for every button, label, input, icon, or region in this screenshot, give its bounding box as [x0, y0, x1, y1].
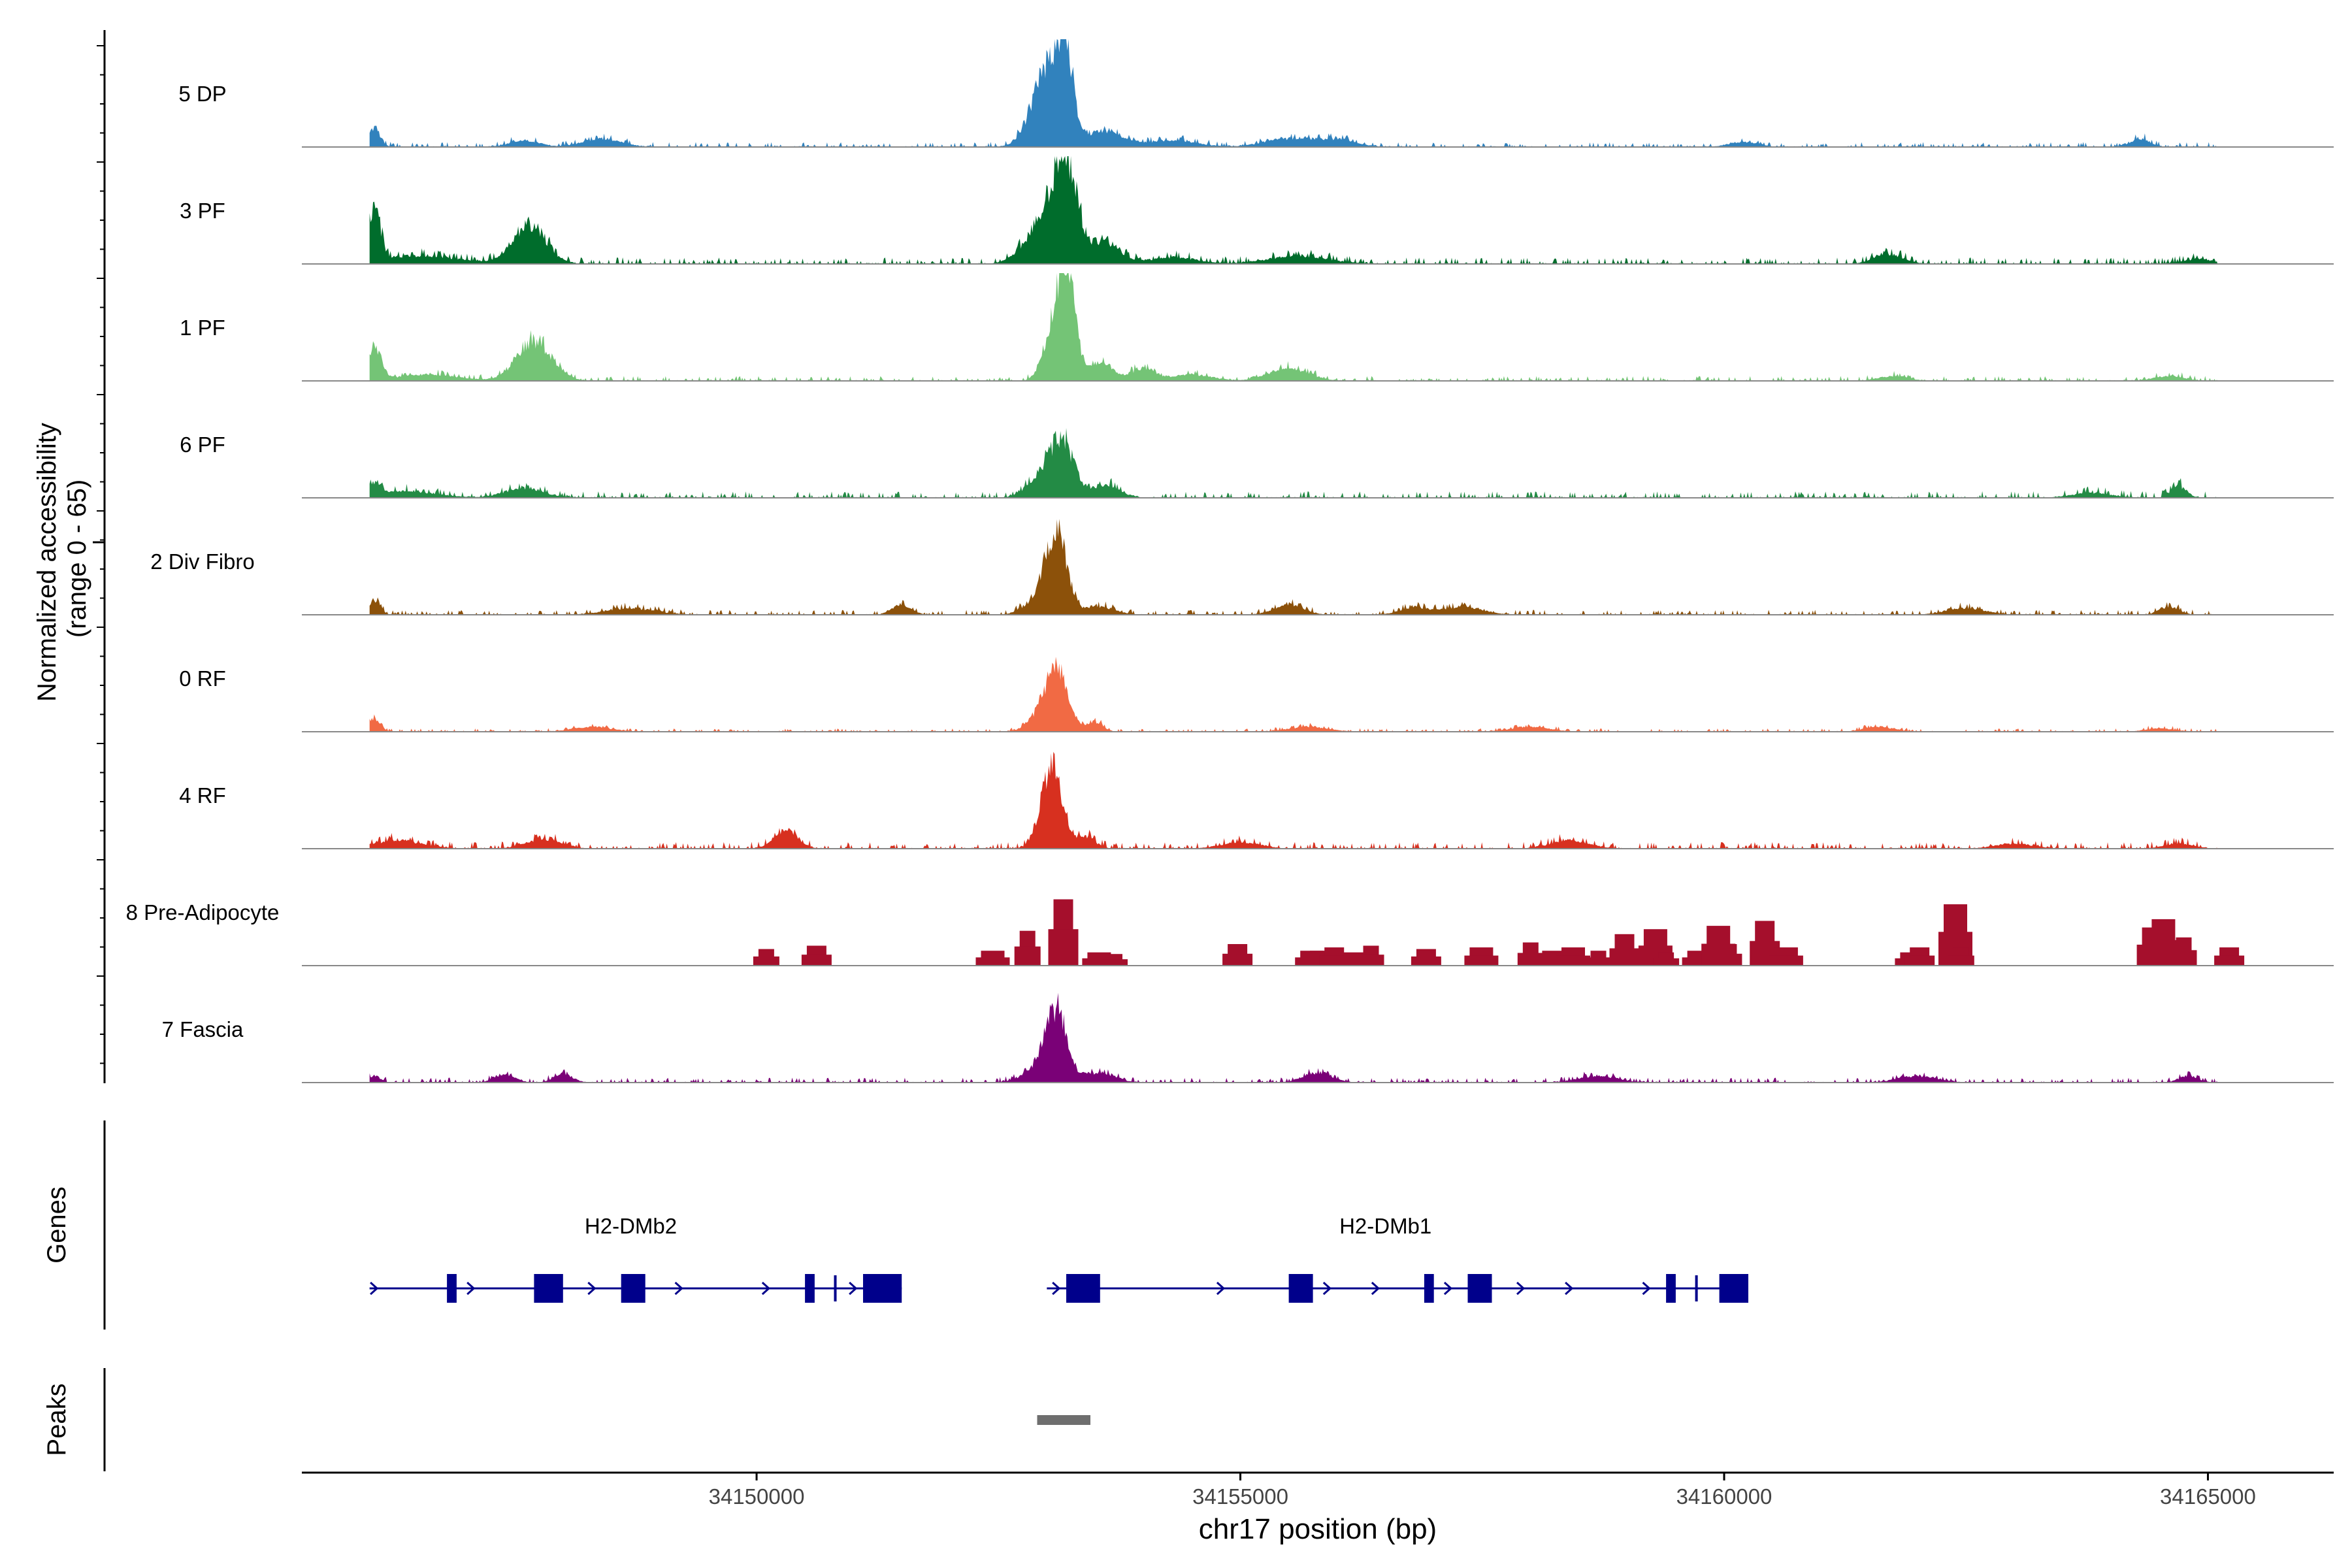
- y-axis-ticks: [93, 45, 105, 1064]
- coverage-area: [369, 39, 2218, 147]
- strand-arrow: [1052, 1281, 1061, 1296]
- coverage-block-shoulder: [1609, 948, 1640, 966]
- exon: [805, 1274, 815, 1303]
- exon: [1424, 1274, 1434, 1303]
- track-label: 2 Div Fibro: [150, 549, 255, 574]
- strand-arrow: [1642, 1281, 1651, 1296]
- strand-arrow: [1322, 1281, 1332, 1296]
- track-0-rf: [302, 657, 2334, 732]
- strand-arrow: [1371, 1281, 1380, 1296]
- coverage-block-shoulder: [753, 956, 779, 966]
- coverage-block-shoulder: [801, 955, 832, 966]
- x-axis-ticks: 34150000 34155000 34160000 34165000: [709, 1473, 2256, 1509]
- exon: [834, 1275, 837, 1301]
- gene-label: H2-DMb1: [1339, 1214, 1431, 1238]
- coverage-area: [369, 156, 2218, 264]
- track-1-pf: [302, 273, 2334, 382]
- x-tick-label: 34160000: [1676, 1484, 1772, 1509]
- y-axis-label: Normalized accessibility (range 0 - 65): [33, 416, 91, 702]
- coverage-block-shoulder: [1338, 958, 1373, 966]
- coverage-block-shoulder: [1082, 958, 1117, 966]
- exon: [1666, 1274, 1676, 1303]
- track-8-pre-adipocyte: [302, 899, 2334, 966]
- coverage-block-shoulder: [1716, 953, 1742, 966]
- coverage-block-shoulder: [1222, 953, 1253, 966]
- coverage-block-shoulder: [1585, 957, 1612, 966]
- coverage-block-shoulder: [1769, 955, 1803, 966]
- coverage-block-shoulder: [2170, 950, 2197, 966]
- gene-label: H2-DMb2: [585, 1214, 677, 1238]
- coverage-block-shoulder: [1556, 955, 1590, 966]
- strand-arrow: [587, 1281, 596, 1296]
- exon: [447, 1274, 457, 1303]
- track-label: 6 PF: [180, 433, 225, 457]
- track-label: 1 PF: [180, 316, 225, 340]
- strand-arrow: [1443, 1281, 1453, 1296]
- exon: [1719, 1274, 1748, 1303]
- coverage-block-shoulder: [1411, 956, 1441, 966]
- exon: [1467, 1274, 1492, 1303]
- coverage-area: [369, 428, 2218, 498]
- exon: [534, 1274, 563, 1303]
- coverage-block-shoulder: [1948, 955, 1974, 966]
- gene-h2-dmb1: H2-DMb1: [1047, 1214, 1748, 1303]
- track-label: 8 Pre-Adipocyte: [126, 900, 280, 924]
- coverage-block-shoulder: [1014, 946, 1041, 966]
- strand-arrow: [1516, 1281, 1526, 1296]
- coverage-block-shoulder: [1464, 955, 1499, 966]
- genes-panel-label: Genes: [42, 1186, 71, 1264]
- x-axis-label: chr17 position (bp): [1199, 1513, 1437, 1545]
- track-label: 5 DP: [178, 82, 226, 106]
- peak-region-panel: [1037, 1415, 1090, 1425]
- track-5-dp: [302, 39, 2334, 148]
- y-axis-label-line2: (range 0 - 65): [63, 480, 91, 638]
- exon: [1066, 1274, 1100, 1303]
- track-3-pf: [302, 156, 2334, 265]
- strand-arrow: [1216, 1281, 1226, 1296]
- peak-region: [1037, 1415, 1090, 1425]
- strand-arrow: [370, 1281, 379, 1296]
- x-tick-label: 34165000: [2160, 1484, 2256, 1509]
- track-4-rf: [302, 751, 2334, 849]
- exon: [1695, 1275, 1698, 1301]
- track-label: 4 RF: [179, 783, 226, 808]
- track-label: 3 PF: [180, 199, 225, 223]
- track-7-fascia: [302, 992, 2334, 1083]
- y-axis-label-line1: Normalized accessibility: [33, 423, 61, 702]
- coverage-block-shoulder: [975, 957, 1010, 966]
- coverage-block-shoulder: [1653, 958, 1680, 966]
- gene-h2-dmb2: H2-DMb2: [369, 1214, 902, 1303]
- x-tick-label: 34150000: [709, 1484, 805, 1509]
- track-6-pf: [302, 428, 2334, 498]
- coverage-block-shoulder: [1048, 929, 1079, 966]
- coverage-area: [369, 657, 2218, 732]
- coverage-area: [369, 519, 2218, 615]
- track-2-div-fibro: [302, 519, 2334, 615]
- exon: [1288, 1274, 1313, 1303]
- exon: [863, 1274, 902, 1303]
- coverage-area: [369, 273, 2218, 381]
- coverage-tracks: [302, 39, 2334, 1083]
- track-label: 0 RF: [179, 666, 226, 691]
- strand-arrow: [674, 1281, 683, 1296]
- track-labels: 5 DP 3 PF 1 PF 6 PF 2 Div Fibro 0 RF 4 RF 8 Pre…: [126, 82, 280, 1041]
- track-label: 7 Fascia: [162, 1017, 244, 1041]
- coverage-block-shoulder: [2214, 955, 2245, 966]
- peaks-panel-label: Peaks: [42, 1383, 71, 1456]
- strand-arrow: [1565, 1281, 1574, 1296]
- coverage-block-shoulder: [1358, 955, 1384, 966]
- strand-arrow: [466, 1281, 476, 1296]
- gene-annotation-panel: H2-DMb2 H2-DMb1: [369, 1214, 1748, 1303]
- x-tick-label: 34155000: [1192, 1484, 1288, 1509]
- coverage-block-shoulder: [1904, 955, 1935, 966]
- coverage-block-shoulder: [1102, 959, 1128, 966]
- coverage-area: [369, 992, 2218, 1083]
- strand-arrow: [849, 1281, 858, 1296]
- exon: [621, 1274, 645, 1303]
- strand-arrow: [761, 1281, 771, 1296]
- axes: 34150000 34155000 34160000 34165000 Normali…: [33, 30, 2334, 1545]
- coverage-area: [369, 751, 2218, 849]
